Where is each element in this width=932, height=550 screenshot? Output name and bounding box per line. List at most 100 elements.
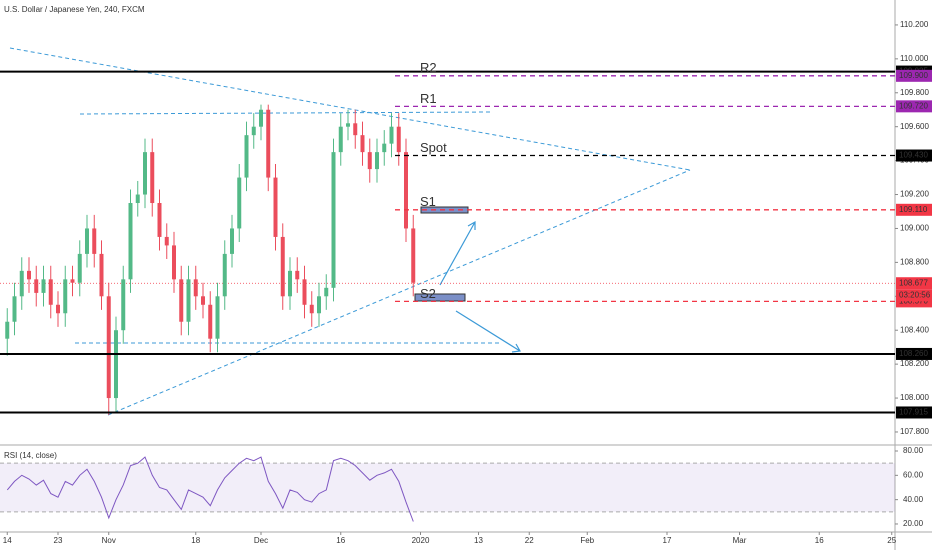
candle-body [324, 287, 329, 297]
rsi-band [0, 463, 895, 512]
candle-body [273, 177, 278, 237]
candle-body [346, 123, 350, 127]
x-tick-label: 14 [3, 536, 12, 545]
candle-body [230, 228, 234, 254]
candle-body [201, 296, 205, 305]
candle-body [34, 279, 39, 293]
x-tick-label: 25 [887, 536, 896, 545]
candle-body [77, 253, 82, 283]
candle-body [360, 135, 365, 153]
candle-body [92, 228, 97, 254]
x-tick-label: 2020 [412, 536, 430, 545]
arrow [455, 310, 521, 353]
x-tick-label: Mar [733, 536, 747, 545]
rsi-y-tick-label: 60.00 [903, 470, 924, 479]
candle-body [215, 296, 220, 339]
candle-body [193, 279, 198, 297]
candle-body [266, 109, 271, 178]
candle-body [396, 126, 401, 153]
candle-body [353, 123, 358, 136]
candle-body [331, 152, 336, 288]
x-tick-label: 18 [191, 536, 200, 545]
countdown-label: 03:20:56 [899, 290, 931, 299]
candle-body [27, 270, 31, 280]
candle-body [404, 152, 408, 229]
y-tick-label: 109.200 [900, 190, 929, 199]
candle-body [222, 253, 227, 297]
y-tick-label: 108.400 [900, 325, 929, 334]
trendline [79, 111, 491, 115]
level-label-box [896, 149, 932, 162]
candle-body [99, 253, 104, 297]
y-tick-label: 110.000 [900, 54, 929, 63]
y-tick-label: 108.200 [900, 359, 929, 368]
level-name: S2 [420, 286, 436, 301]
x-tick-label: Feb [580, 536, 594, 545]
candle-body [70, 279, 75, 283]
candle-body [295, 270, 300, 280]
candle-body [208, 304, 213, 339]
level-label: 109.720 [899, 101, 928, 110]
candle-body [302, 279, 307, 305]
x-tick-label: 23 [54, 536, 63, 545]
x-tick-label: Nov [102, 536, 116, 545]
candle-body [63, 279, 68, 314]
level-label-box [896, 347, 932, 360]
trendlines [9, 47, 691, 416]
candle-body [157, 203, 162, 237]
countdown-label-box [896, 289, 932, 302]
candle-body [143, 152, 147, 195]
y-tick-label: 110.200 [900, 20, 929, 29]
chart-title: U.S. Dollar / Japanese Yen, 240, FXCM [4, 5, 145, 14]
candle-body [411, 228, 416, 283]
candle-body [106, 296, 111, 399]
candle-body [338, 126, 343, 153]
candle-body [288, 270, 292, 297]
x-tick-label: 17 [663, 536, 672, 545]
candle-body [121, 279, 126, 331]
x-tick-label: 22 [525, 536, 534, 545]
rsi-y-tick-label: 80.00 [903, 446, 924, 455]
arrows [439, 220, 521, 353]
candle-body [5, 321, 10, 339]
candle-body [244, 135, 249, 178]
y-tick-label: 108.000 [900, 393, 929, 402]
level-name: R1 [420, 91, 437, 106]
candle-body [85, 228, 89, 254]
x-tick-label: Dec [254, 536, 268, 545]
x-tick-label: 16 [336, 536, 345, 545]
level-label: 109.110 [899, 205, 928, 214]
y-tick-label: 109.800 [900, 88, 929, 97]
candle-body [12, 296, 17, 322]
rsi-title: RSI (14, close) [4, 451, 57, 460]
candle-body [114, 330, 118, 399]
candle-body [251, 126, 256, 136]
candle-body [375, 152, 379, 170]
trendline [9, 47, 691, 171]
last-price-label-box [896, 277, 932, 290]
candle-body [317, 296, 321, 314]
level-name: Spot [420, 140, 447, 155]
x-tick-label: 16 [815, 536, 824, 545]
level-label-box [896, 406, 932, 419]
level-name: S1 [420, 194, 436, 209]
arrow [439, 220, 476, 286]
candle-body [259, 109, 263, 127]
candle-body [367, 152, 372, 170]
candle-body [186, 279, 191, 322]
candle-body [19, 270, 24, 297]
x-tick-label: 13 [474, 536, 483, 545]
level-label-box [896, 203, 932, 216]
level-label-box [896, 69, 932, 82]
candle-body [128, 203, 133, 280]
last-price-label: 108.677 [899, 278, 928, 287]
level-label-box [896, 100, 932, 113]
candle-body [237, 177, 242, 229]
y-tick-label: 108.800 [900, 257, 929, 266]
candle-body [56, 304, 60, 314]
candle-body [135, 194, 140, 204]
level-label: 109.900 [899, 71, 928, 80]
candle-body [172, 245, 176, 280]
candle-body [280, 236, 285, 297]
